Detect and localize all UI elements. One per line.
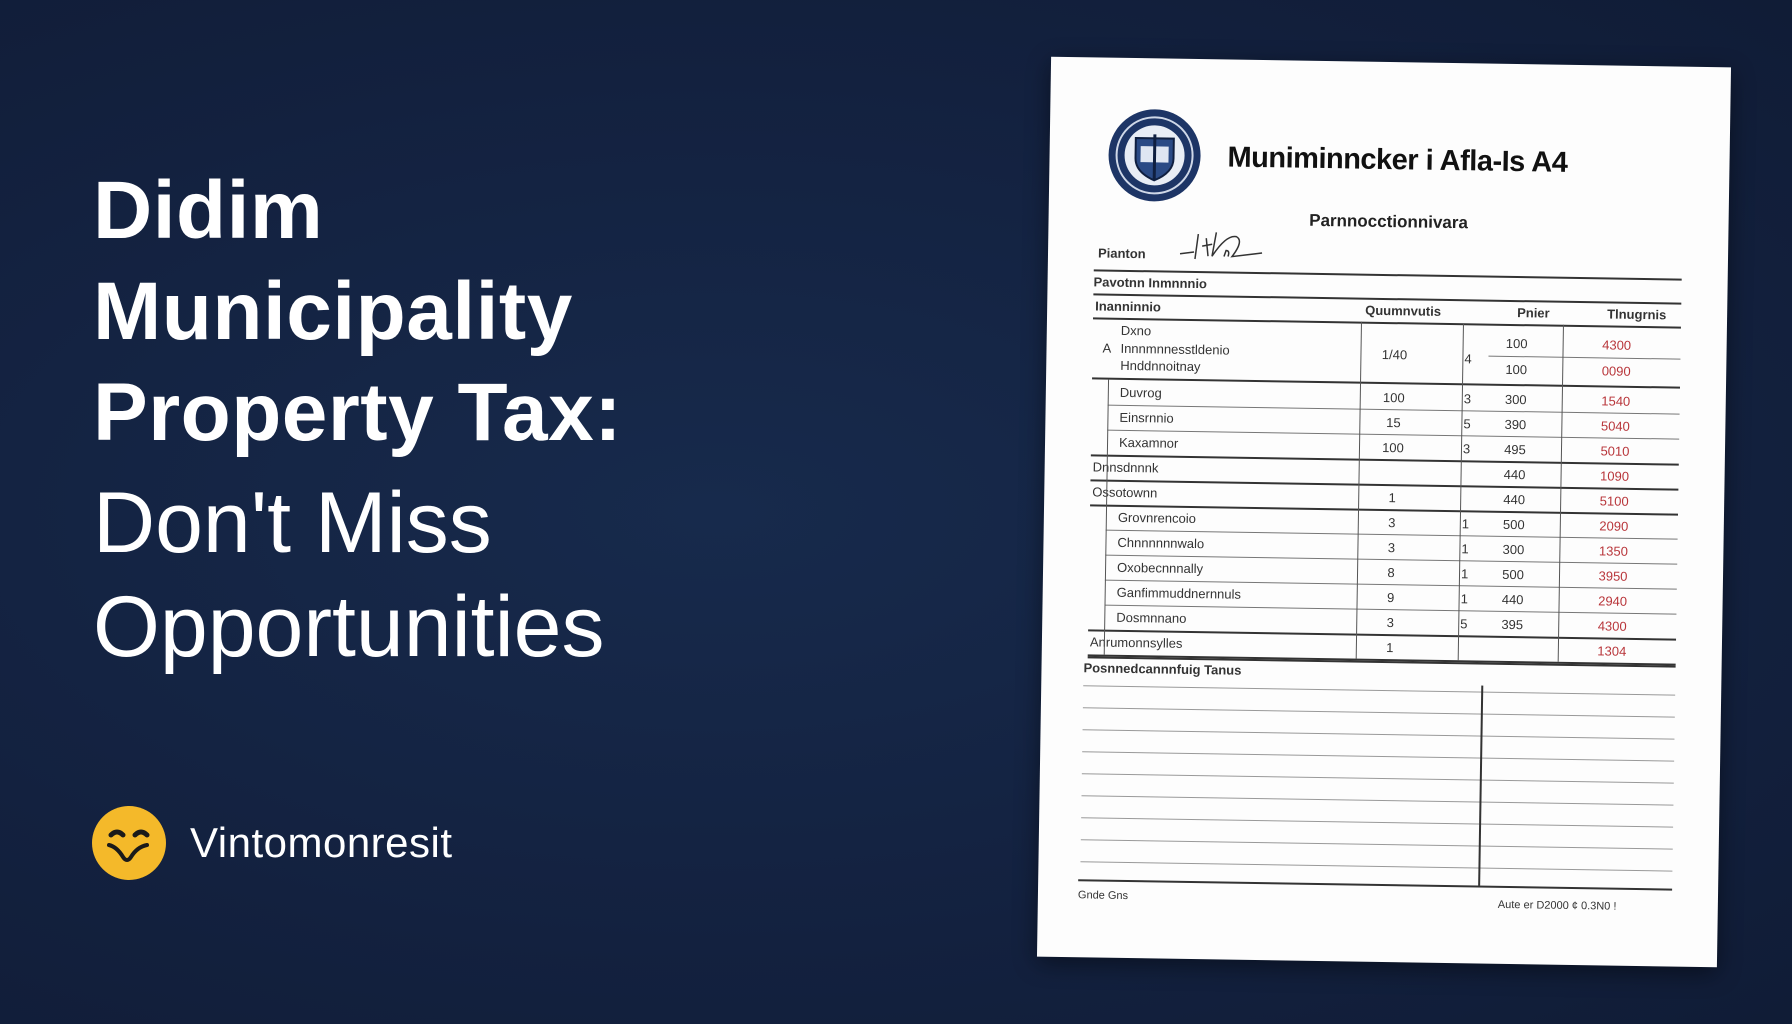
headline-line-3: Property Tax: — [93, 367, 623, 458]
headline-line-4: Don't Miss — [93, 475, 492, 571]
notes-line — [1080, 839, 1673, 850]
notes-line — [1081, 817, 1674, 828]
footer-right: Aute er D2000 ¢ 0.3N0 ! — [1497, 898, 1617, 913]
footer-left: Gnde Gns — [1077, 889, 1129, 903]
notes-line — [1081, 795, 1674, 806]
brand-name: Vintomonresit — [190, 819, 453, 866]
notes-line — [1082, 751, 1675, 762]
headline: Didim Municipality Property Tax: Don't M… — [93, 160, 622, 679]
notes-line — [1082, 729, 1675, 740]
headline-line-5: Opportunities — [93, 579, 605, 675]
headline-line-1: Didim — [93, 165, 324, 256]
notes-line — [1081, 773, 1674, 784]
smiley-face-icon — [92, 806, 166, 880]
handwritten-signature — [1179, 232, 1263, 260]
headline-line-2: Municipality — [93, 266, 573, 357]
tax-document: Muniminncker i Afla-Is A4 Parnnocctionni… — [1036, 56, 1732, 968]
brand: Vintomonresit — [92, 806, 453, 880]
notes-line — [1080, 861, 1673, 872]
municipal-seal-icon — [1108, 109, 1201, 202]
notes-line — [1082, 707, 1675, 718]
notes-line — [1083, 685, 1676, 696]
notes-area — [1037, 57, 1731, 968]
spacer — [93, 463, 622, 471]
